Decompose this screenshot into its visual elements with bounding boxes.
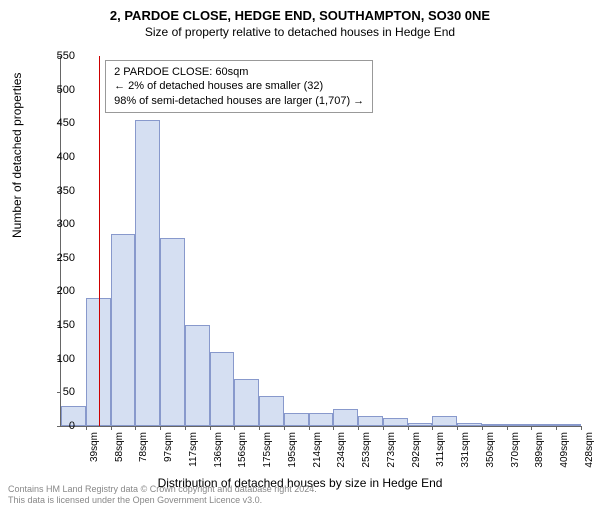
y-tick: 350: [45, 185, 75, 197]
x-tick: 331sqm: [460, 432, 471, 482]
histogram-bar: [507, 424, 532, 426]
x-tick: 78sqm: [138, 432, 149, 482]
y-tick: 0: [45, 420, 75, 432]
y-tick: 400: [45, 151, 75, 163]
info-line: ← 2% of detached houses are smaller (32): [114, 79, 364, 93]
y-tick: 100: [45, 353, 75, 365]
x-tick: 136sqm: [213, 432, 224, 482]
histogram-bar: [556, 424, 581, 426]
y-tick: 150: [45, 319, 75, 331]
y-tick: 550: [45, 50, 75, 62]
histogram-bar: [333, 409, 358, 426]
x-tick: 175sqm: [262, 432, 273, 482]
histogram-bar: [457, 423, 482, 426]
x-tick: 117sqm: [188, 432, 199, 482]
x-tick: 273sqm: [386, 432, 397, 482]
x-tick: 195sqm: [287, 432, 298, 482]
info-line: 2 PARDOE CLOSE: 60sqm: [114, 65, 364, 79]
x-tick: 428sqm: [584, 432, 595, 482]
x-tick: 234sqm: [336, 432, 347, 482]
histogram-bar: [210, 352, 235, 426]
info-line: 98% of semi-detached houses are larger (…: [114, 94, 364, 108]
histogram-bar: [432, 416, 457, 426]
x-tick: 156sqm: [237, 432, 248, 482]
x-tick: 39sqm: [89, 432, 100, 482]
y-tick: 200: [45, 285, 75, 297]
y-tick: 450: [45, 117, 75, 129]
histogram-bar: [531, 424, 556, 426]
footer-attribution: Contains HM Land Registry data © Crown c…: [8, 484, 317, 506]
histogram-bar: [135, 120, 160, 426]
y-tick: 50: [45, 386, 75, 398]
x-tick: 350sqm: [485, 432, 496, 482]
histogram-bar: [408, 423, 433, 426]
x-tick: 409sqm: [559, 432, 570, 482]
histogram-bar: [111, 234, 136, 426]
histogram-bar: [234, 379, 259, 426]
histogram-bar: [309, 413, 334, 426]
x-tick: 292sqm: [411, 432, 422, 482]
histogram-bar: [284, 413, 309, 426]
marker-line: [99, 56, 100, 426]
chart-subtitle: Size of property relative to detached ho…: [0, 25, 600, 39]
x-tick: 253sqm: [361, 432, 372, 482]
histogram-bar: [185, 325, 210, 426]
chart-area: 39sqm58sqm78sqm97sqm117sqm136sqm156sqm17…: [60, 56, 580, 426]
histogram-bar: [383, 418, 408, 426]
histogram-bar: [482, 424, 507, 426]
x-tick: 389sqm: [534, 432, 545, 482]
footer-line-1: Contains HM Land Registry data © Crown c…: [8, 484, 317, 495]
histogram-bar: [259, 396, 284, 426]
y-tick: 250: [45, 252, 75, 264]
histogram-bar: [358, 416, 383, 426]
x-tick: 97sqm: [163, 432, 174, 482]
x-tick: 311sqm: [435, 432, 446, 482]
y-tick: 300: [45, 218, 75, 230]
x-tick: 370sqm: [510, 432, 521, 482]
histogram-bar: [160, 238, 185, 426]
chart-title: 2, PARDOE CLOSE, HEDGE END, SOUTHAMPTON,…: [0, 8, 600, 23]
footer-line-2: This data is licensed under the Open Gov…: [8, 495, 317, 506]
y-axis-label: Number of detached properties: [10, 73, 24, 238]
x-tick: 58sqm: [114, 432, 125, 482]
plot-area: 39sqm58sqm78sqm97sqm117sqm136sqm156sqm17…: [60, 56, 581, 427]
y-tick: 500: [45, 84, 75, 96]
x-tick: 214sqm: [312, 432, 323, 482]
info-box: 2 PARDOE CLOSE: 60sqm← 2% of detached ho…: [105, 60, 373, 113]
